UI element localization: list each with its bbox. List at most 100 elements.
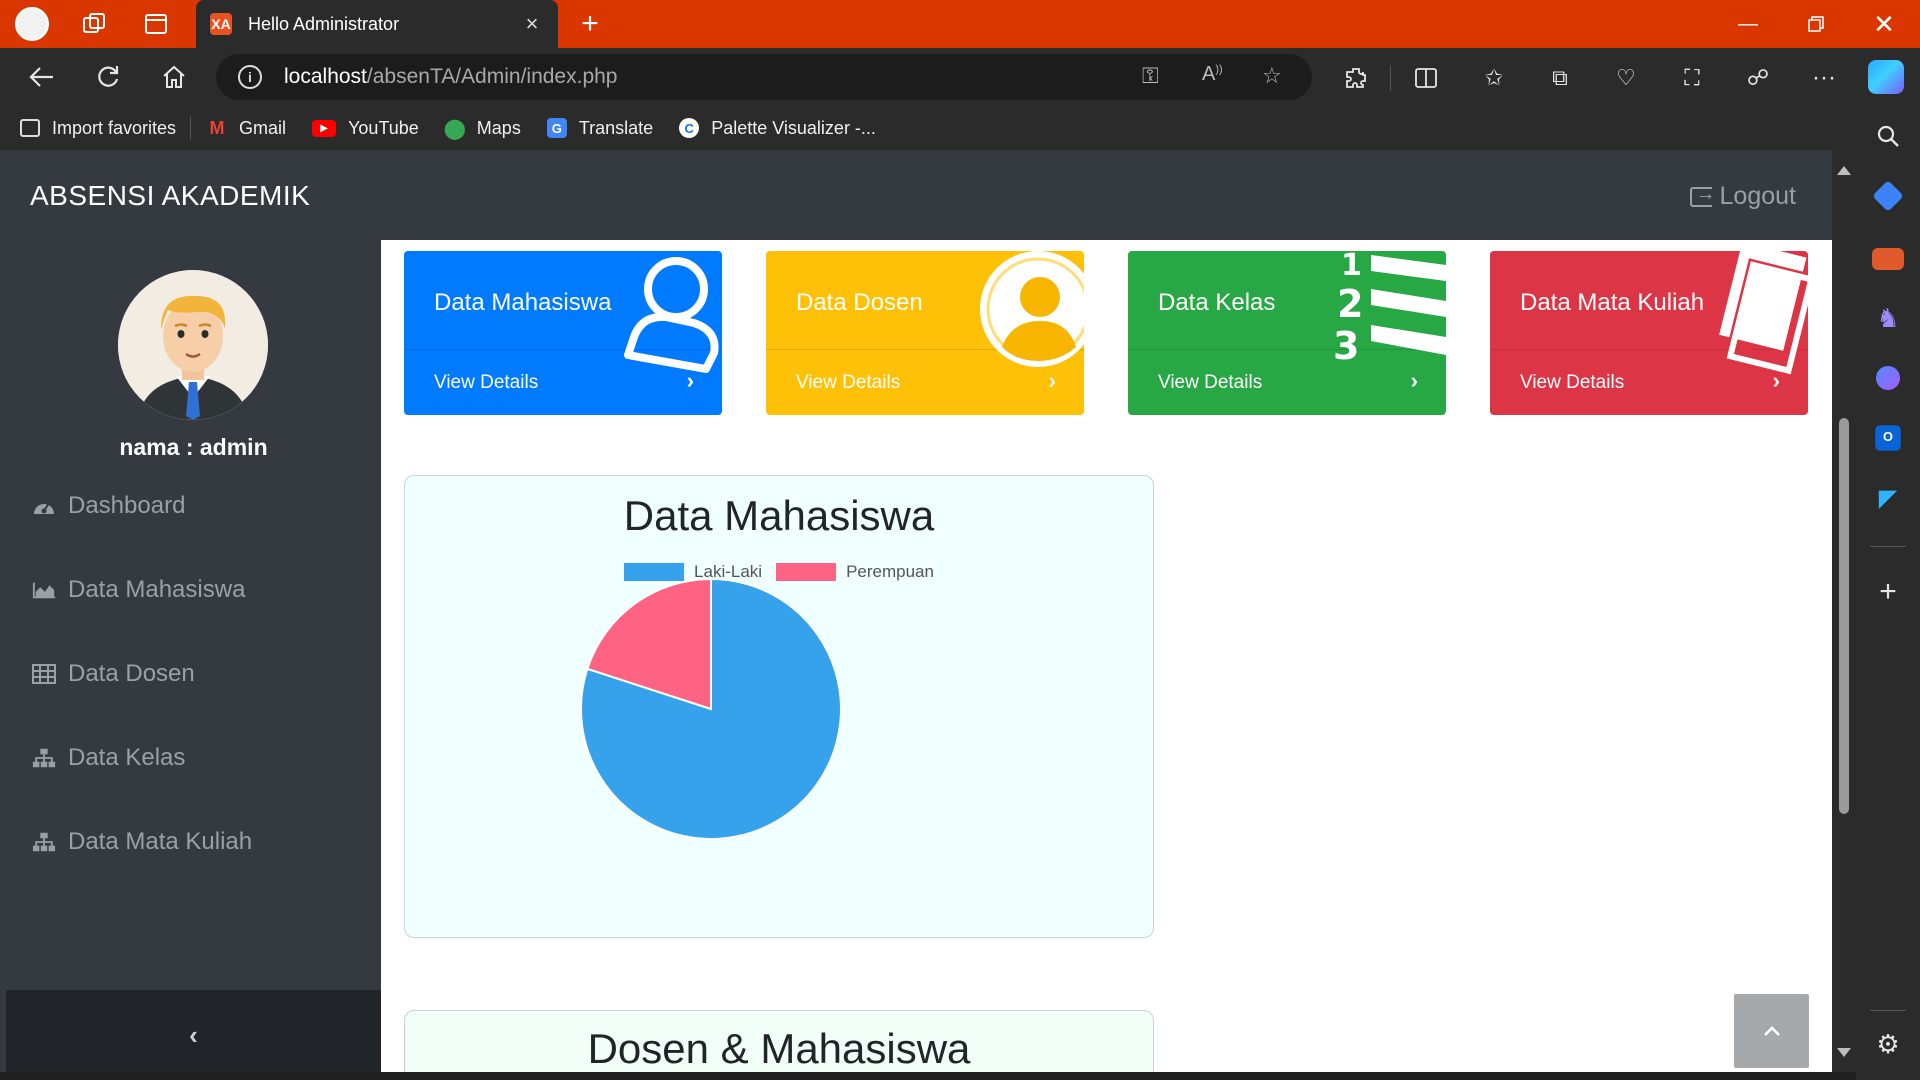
svg-text:1: 1 [1341,251,1362,283]
sidebar-item-data-mahasiswa[interactable]: Data Mahasiswa [32,570,362,610]
split-screen-icon[interactable] [1408,60,1444,96]
bookmark-palette-visualizer[interactable]: C Palette Visualizer -... [679,118,876,139]
bookmarks-bar: Import favorites M Gmail ▶ YouTube ⬤ Map… [0,106,1860,150]
new-tab-button[interactable]: + [581,7,599,40]
bookmark-gmail[interactable]: M Gmail [207,117,287,139]
bookmark-import-favorites[interactable]: Import favorites [20,118,176,139]
card-footer[interactable]: View Details › [404,349,722,415]
legend-swatch [776,563,837,581]
profile-avatar-icon[interactable] [14,6,50,42]
key-icon[interactable]: ⚿ [1142,63,1159,88]
home-icon[interactable] [154,57,194,97]
bookmark-youtube[interactable]: ▶ YouTube [312,118,419,139]
games-chess-icon[interactable]: ♞ [1876,302,1900,333]
chart-title: Dosen & Mahasiswa [587,1025,971,1072]
gmail-icon: M [209,117,225,138]
user-outline-icon [624,257,719,373]
search-icon[interactable] [1872,120,1904,152]
area-chart-icon [32,579,56,601]
restore-icon[interactable] [1782,0,1850,48]
card-title: Data Kelas [1158,289,1276,316]
favorite-star-icon[interactable]: ☆ [1262,63,1282,88]
view-details-link[interactable]: View Details [434,372,539,393]
active-tab[interactable]: XA Hello Administrator × [196,0,558,48]
feedback-icon[interactable]: ☍ [1746,65,1770,90]
logout-label: Logout [1719,182,1796,210]
tab-title: Hello Administrator [248,13,400,34]
bookmark-maps[interactable]: ⬤ Maps [444,117,521,140]
card-footer[interactable]: View Details › [1490,349,1808,415]
card-title: Data Mahasiswa [434,289,612,316]
extensions-icon[interactable] [1338,60,1374,96]
page-viewport: ABSENSI AKADEMIK Logout nama : adm [0,150,1832,1072]
user-avatar [118,270,268,420]
card-data-dosen[interactable]: Data Dosen View Details › [766,251,1084,415]
sidebar-footer: ‹ [6,990,381,1072]
sidebar-item-label: Dashboard [68,492,186,519]
address-bar[interactable]: i localhost/absenTA/Admin/index.php [216,54,1312,100]
browser-essentials-icon[interactable]: ♡ [1616,65,1636,90]
screenshot-icon[interactable]: ⛶ [1684,65,1700,90]
scroll-down-arrow-icon[interactable] [1837,1048,1851,1057]
pie-chart [580,577,842,840]
minimize-icon[interactable]: — [1738,12,1758,35]
drop-send-icon[interactable]: ◤ [1878,484,1898,512]
card-footer[interactable]: View Details › [1128,349,1446,415]
add-sidebar-app-icon[interactable]: + [1879,575,1897,608]
user-name-label: nama : admin [119,434,268,460]
tab-actions-icon[interactable] [138,6,174,42]
page-scrollbar[interactable] [1832,150,1856,1072]
logout-link[interactable]: Logout [1689,182,1796,211]
card-footer[interactable]: View Details › [766,349,1084,415]
legend-swatch [624,563,685,581]
legend-item-perempuan[interactable]: Perempuan [776,562,934,582]
shopping-tag-icon[interactable] [1872,180,1904,212]
pie-slice-perempuan[interactable] [586,577,712,711]
bookmark-label: Maps [476,117,521,138]
card-data-mahasiswa[interactable]: Data Mahasiswa View Details › [404,251,722,415]
legend-label: Laki-Laki [694,562,763,581]
read-aloud-icon[interactable]: A)) [1202,63,1223,85]
app-brand[interactable]: ABSENSI AKADEMIK [30,180,311,211]
collections-icon[interactable]: ⧉ [1552,65,1568,90]
card-data-mata-kuliah[interactable]: Data Mata Kuliah View Details › [1490,251,1808,415]
chart-title: Data Mahasiswa [623,492,935,539]
bookmark-translate[interactable]: G Translate [546,118,653,139]
legend-item-laki-laki[interactable]: Laki-Laki [624,562,762,582]
outlook-icon[interactable]: O [1875,425,1901,451]
sidebar-item-label: Data Mata Kuliah [68,828,253,855]
sidebar-item-data-kelas[interactable]: Data Kelas [32,738,362,778]
chevron-right-icon: › [686,368,694,393]
card-data-kelas[interactable]: 1 2 3 Data Kelas View Details › [1128,251,1446,415]
view-details-link[interactable]: View Details [796,372,901,393]
user-circle-icon [980,251,1084,367]
sidebar-item-data-mata-kuliah[interactable]: Data Mata Kuliah [32,822,362,862]
scroll-thumb[interactable] [1839,418,1849,814]
sidebar-item-dashboard[interactable]: Dashboard [32,486,362,526]
url-host: localhost [284,65,367,88]
sidebar-item-label: Data Dosen [68,660,195,687]
sidebar-item-data-dosen[interactable]: Data Dosen [32,654,362,694]
close-window-icon[interactable]: ✕ [1873,8,1895,39]
sidebar-item-label: Data Mahasiswa [68,576,246,603]
sidebar-collapse-button[interactable]: ‹ [189,1019,198,1050]
sidebar-settings-gear-icon[interactable]: ⚙ [1876,1028,1900,1059]
microsoft-365-icon[interactable] [1876,366,1900,390]
tools-briefcase-icon[interactable] [1872,248,1904,270]
copilot-icon[interactable] [1868,60,1904,94]
refresh-icon[interactable] [88,57,128,97]
scroll-up-arrow-icon[interactable] [1837,166,1851,175]
close-tab-icon[interactable]: × [525,11,539,36]
more-options-icon[interactable]: ··· [1812,64,1836,91]
chevron-right-icon: › [1772,368,1780,393]
back-icon[interactable] [22,57,62,97]
favorites-icon[interactable]: ✩ [1484,65,1504,90]
view-details-link[interactable]: View Details [1520,372,1625,393]
svg-text:3: 3 [1333,324,1359,368]
site-info-icon[interactable]: i [238,65,262,89]
table-icon [32,663,56,685]
workspaces-icon[interactable] [76,6,112,42]
back-to-top-button[interactable] [1734,994,1809,1068]
xampp-favicon-icon: XA [210,13,232,35]
view-details-link[interactable]: View Details [1158,372,1263,393]
